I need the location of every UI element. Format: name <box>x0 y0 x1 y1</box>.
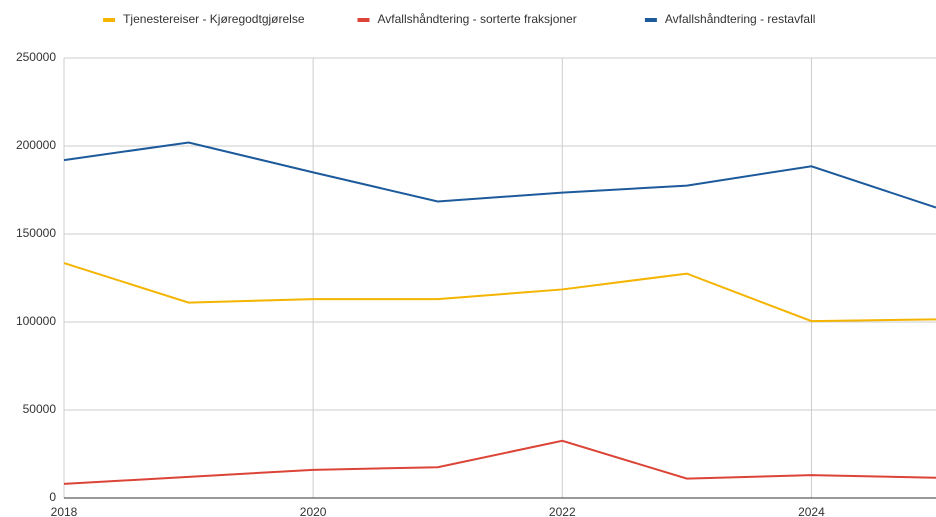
y-tick-label: 50000 <box>23 402 57 416</box>
x-tick-label: 2018 <box>51 505 78 517</box>
series-line <box>63 439 936 485</box>
y-tick-label: 100000 <box>16 314 56 328</box>
y-tick-label: 250000 <box>16 50 56 64</box>
y-tick-label: 150000 <box>16 226 56 240</box>
series-line <box>63 141 936 209</box>
y-tick-label: 0 <box>49 490 56 504</box>
y-tick-label: 200000 <box>16 138 56 152</box>
legend-label: Avfallshåndtering - restavfall <box>665 12 816 26</box>
x-tick-label: 2020 <box>300 505 327 517</box>
x-tick-label: 2022 <box>549 505 576 517</box>
x-tick-label: 2024 <box>798 505 825 517</box>
legend-label: Avfallshåndtering - sorterte fraksjoner <box>378 12 577 26</box>
legend-label: Tjenestereiser - Kjøregodtgjørelse <box>123 12 305 26</box>
series-line <box>63 262 936 323</box>
